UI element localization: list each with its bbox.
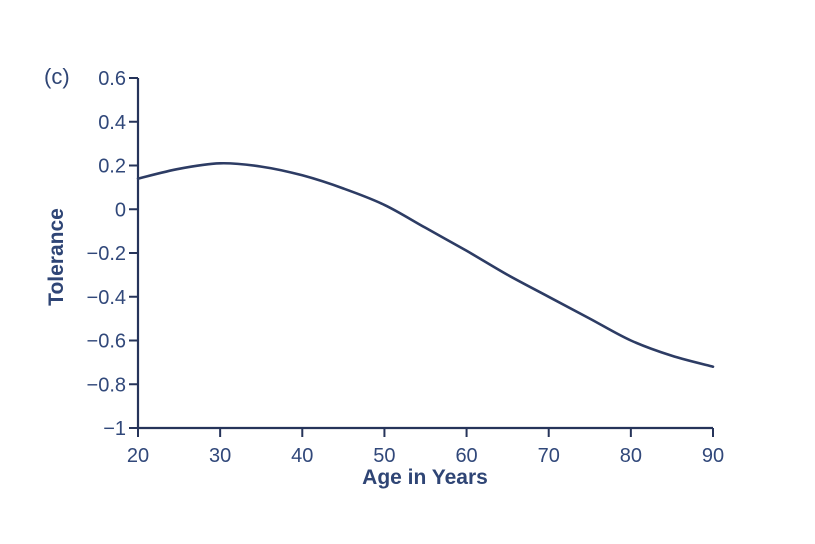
y-tick-label: 0.2 [98, 156, 126, 178]
panel-label: (c) [44, 64, 70, 89]
x-tick-label: 60 [455, 445, 477, 467]
y-tick-label: 0 [115, 199, 126, 221]
y-tick-label: 0.6 [98, 68, 126, 90]
y-tick-label: −0.2 [87, 243, 126, 265]
x-tick-label: 80 [620, 445, 642, 467]
tolerance-curve [136, 161, 715, 368]
x-tick-label: 90 [702, 445, 724, 467]
y-tick-label: −1 [103, 418, 126, 440]
x-tick-label: 30 [209, 445, 231, 467]
y-tick-label: −0.8 [87, 374, 126, 396]
axes-lines [136, 78, 713, 430]
y-tick-label: −0.6 [87, 331, 126, 353]
x-tick-label: 20 [127, 445, 149, 467]
x-tick-label: 70 [538, 445, 560, 467]
x-tick-label: 40 [291, 445, 313, 467]
y-tick-label: −0.4 [87, 287, 126, 309]
x-tick-label: 50 [373, 445, 395, 467]
y-tick-label: 0.4 [98, 112, 126, 134]
x-axis-title: Age in Years [362, 466, 488, 489]
